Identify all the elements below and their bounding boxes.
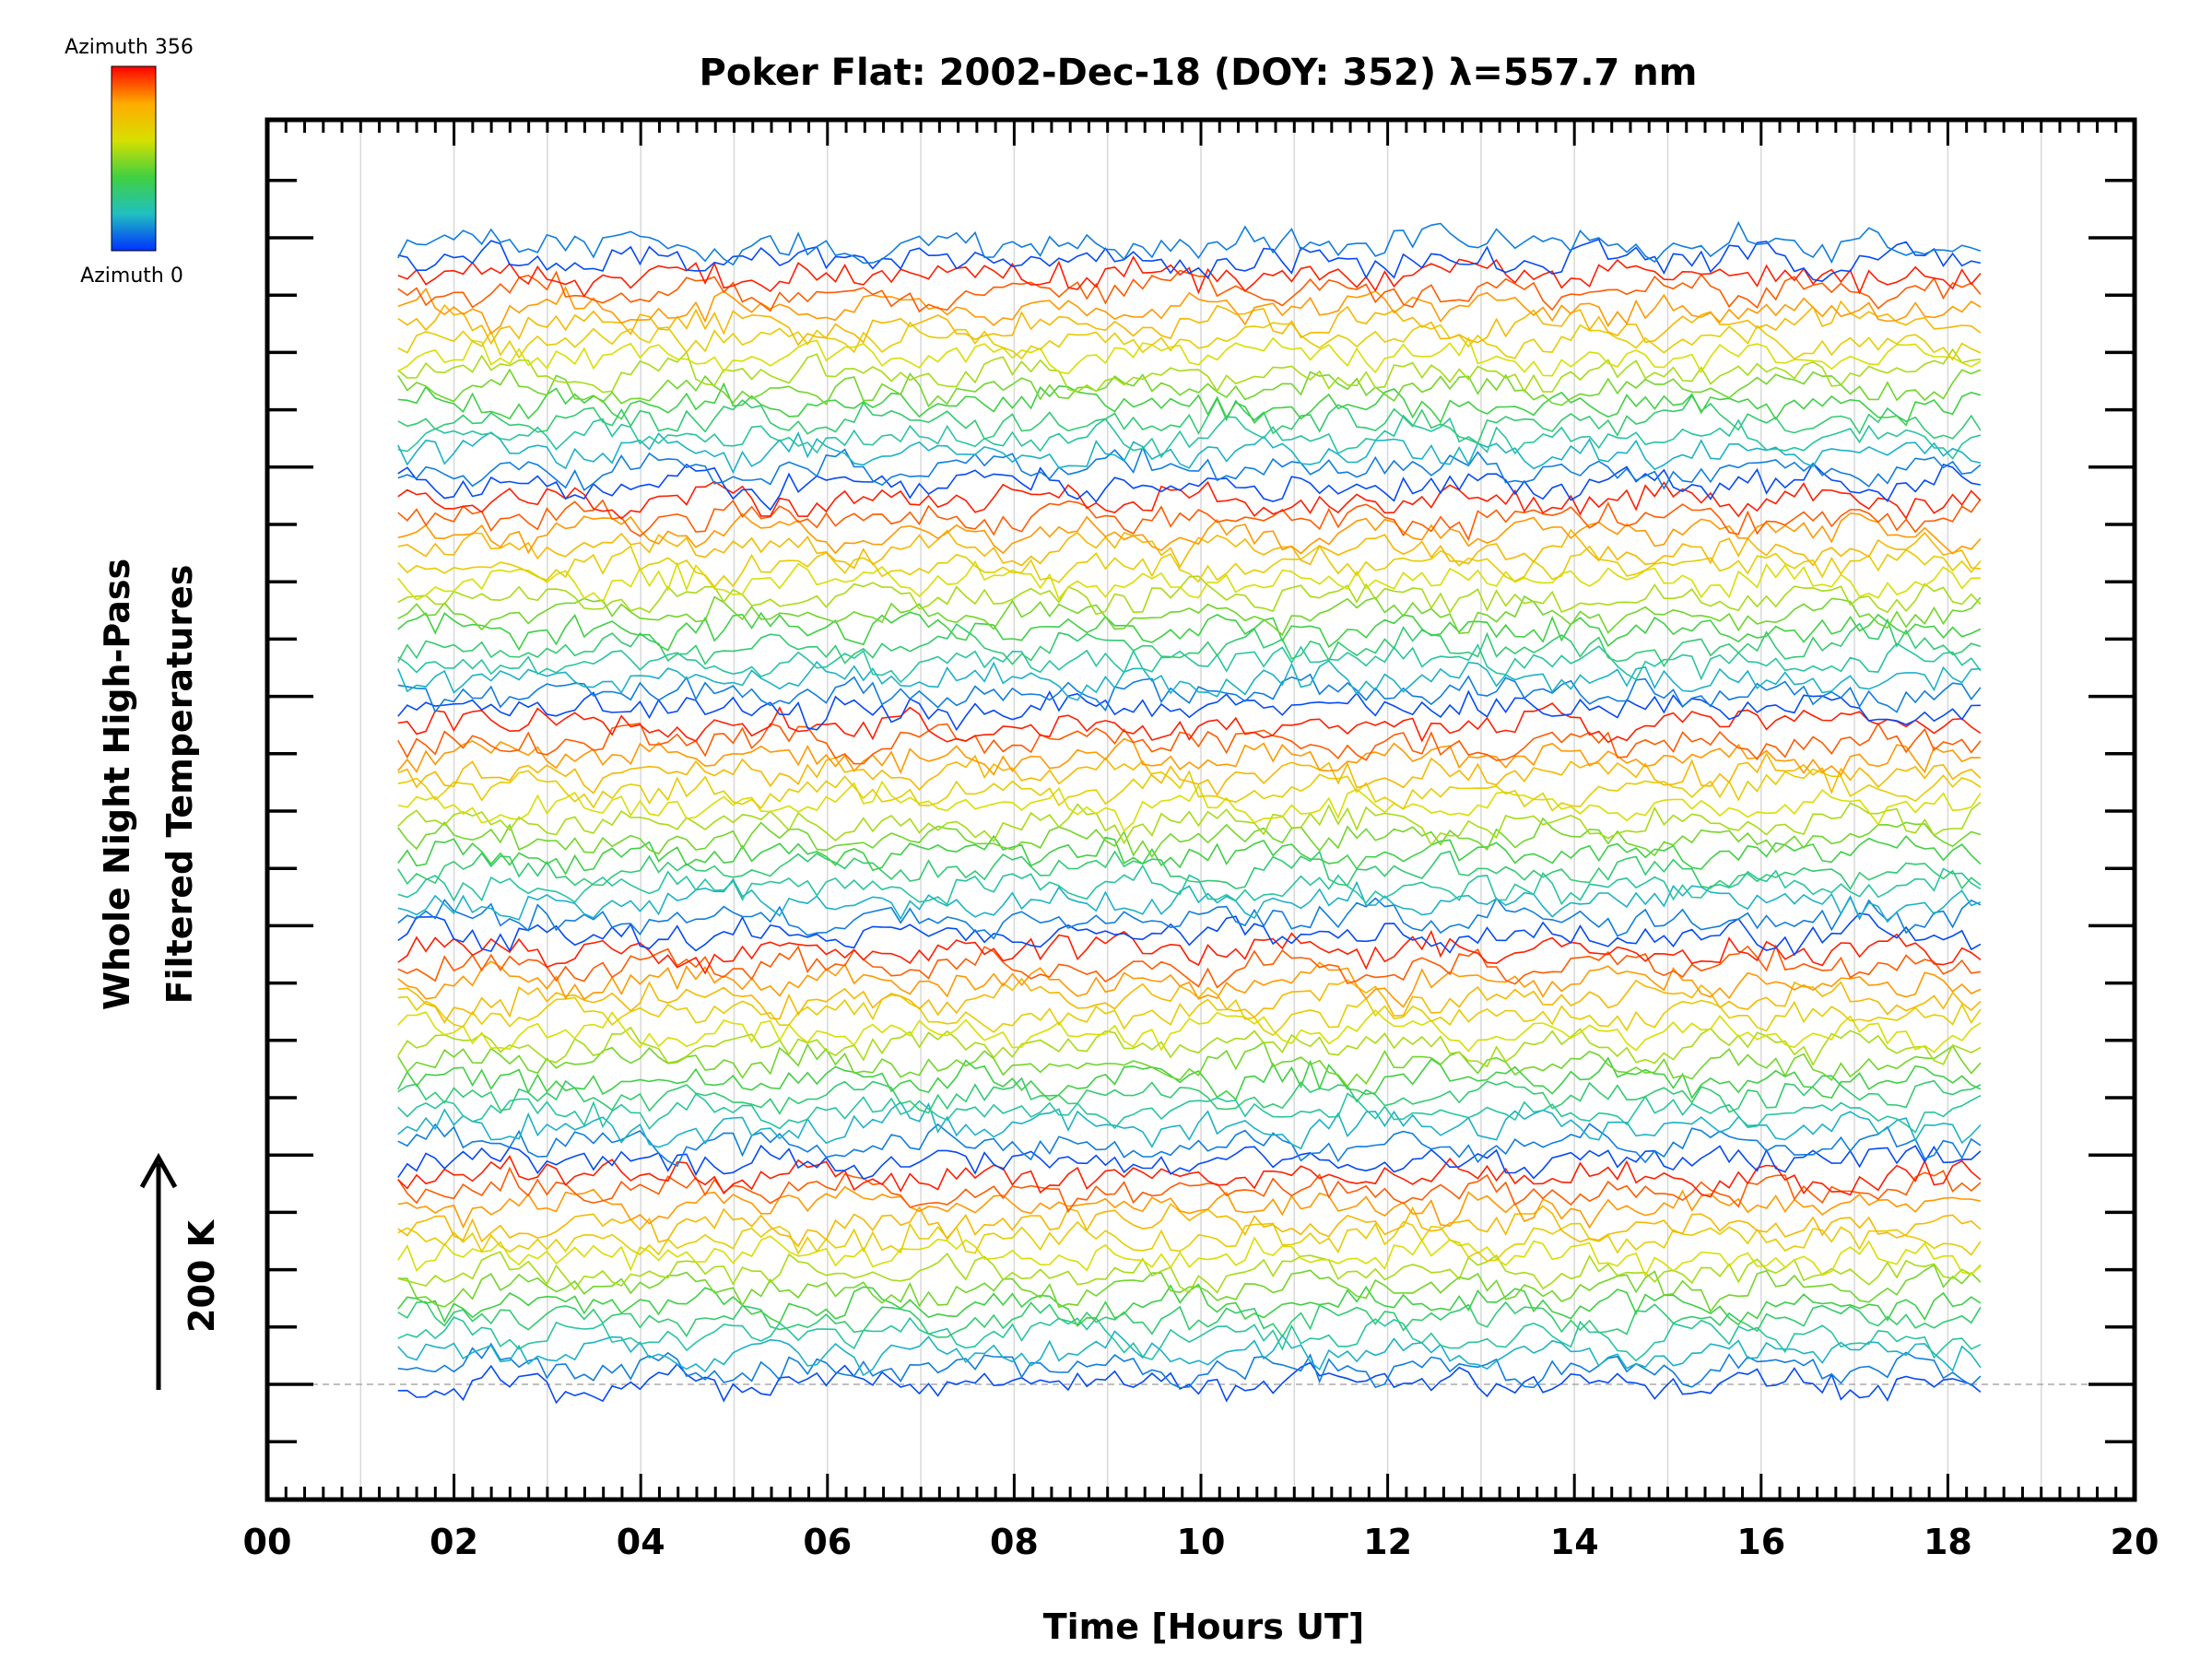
temperature-trace	[397, 368, 1982, 408]
temperature-trace	[397, 1155, 1982, 1198]
temperature-trace	[397, 659, 1981, 701]
plot-frame	[265, 117, 2137, 1502]
temperature-trace	[397, 689, 1981, 732]
colorbar-gradient	[111, 65, 157, 252]
temperature-trace	[397, 780, 1982, 832]
temperature-trace	[397, 850, 1982, 890]
temperature-trace	[397, 912, 1982, 957]
temperature-trace	[397, 1251, 1982, 1294]
temperature-trace	[397, 673, 1982, 713]
temperature-trace	[397, 864, 1982, 906]
temperature-trace	[397, 559, 1981, 604]
temperature-trace	[397, 1220, 1982, 1263]
temperature-trace	[397, 512, 1982, 555]
temperature-trace	[397, 960, 1982, 1008]
x-tick-label: 16	[1736, 1522, 1785, 1562]
y-axis-label-line2: Filtered Temperatures	[159, 565, 200, 1005]
x-tick-label: 20	[2111, 1522, 2159, 1562]
temperature-trace	[397, 1075, 1982, 1115]
temperature-trace	[397, 394, 1982, 444]
colorbar: Azimuth 356 Azimuth 0	[65, 36, 194, 288]
temperature-trace	[397, 1202, 1982, 1248]
temperature-trace	[397, 462, 1982, 512]
x-tick-label: 06	[803, 1522, 852, 1562]
temperature-trace	[397, 286, 1982, 335]
temperature-trace	[397, 1264, 1982, 1313]
x-tick-label: 18	[1924, 1522, 1972, 1562]
temperature-trace	[397, 336, 1982, 377]
temperature-trace	[397, 929, 1982, 975]
temperature-trace	[397, 300, 1982, 347]
temperature-trace	[397, 1166, 1982, 1214]
x-tick-label: 04	[617, 1522, 665, 1562]
temperature-trace	[397, 1026, 1982, 1068]
temperature-trace	[397, 382, 1982, 427]
temperature-trace	[397, 642, 1982, 684]
temperature-trace	[397, 445, 1982, 492]
temperature-trace	[397, 255, 1982, 299]
temperature-trace	[397, 431, 1982, 475]
temperature-trace	[397, 722, 1982, 765]
temperature-trace	[397, 702, 1982, 744]
temperature-trace	[397, 1185, 1982, 1230]
temperature-trace	[397, 238, 1982, 282]
temperature-trace	[397, 751, 1982, 797]
temperature-trace	[397, 528, 1981, 570]
temperature-trace	[397, 801, 1982, 847]
temperature-trace	[397, 499, 1982, 542]
temperature-trace	[397, 269, 1982, 313]
temperature-trace	[397, 1144, 1982, 1181]
temperature-trace	[397, 575, 1982, 616]
temperature-traces	[397, 220, 1982, 1405]
scale-arrow-icon	[139, 1152, 178, 1390]
chart-title: Poker Flat: 2002-Dec-18 (DOY: 352) λ=557…	[700, 52, 1698, 94]
temperature-trace	[397, 347, 1981, 394]
x-tick-label: 14	[1550, 1522, 1599, 1562]
temperature-trace	[397, 1041, 1982, 1088]
temperature-trace	[397, 895, 1982, 940]
temperature-trace	[397, 220, 1982, 266]
temperature-trace	[397, 944, 1982, 989]
temperature-trace	[397, 618, 1982, 668]
temperature-trace	[397, 817, 1982, 859]
temperature-trace	[397, 545, 1982, 589]
temperature-trace	[397, 993, 1982, 1037]
x-tick-label: 08	[990, 1522, 1039, 1562]
temperature-trace	[397, 1235, 1982, 1278]
temperature-trace	[397, 321, 1982, 361]
temperature-trace	[397, 414, 1982, 460]
temperature-trace	[397, 834, 1982, 876]
temperature-trace	[397, 594, 1982, 637]
temperature-trace	[397, 1123, 1982, 1168]
x-tick-label: 00	[243, 1522, 292, 1562]
temperature-trace	[397, 1008, 1982, 1053]
temperature-trace	[397, 1330, 1982, 1377]
x-tick-label: 02	[429, 1522, 478, 1562]
temperature-trace	[397, 768, 1982, 812]
temperature-trace	[397, 480, 1982, 520]
temperature-trace	[397, 877, 1982, 924]
temperature-trace	[397, 611, 1982, 652]
colorbar-bottom-label: Azimuth 0	[80, 265, 183, 288]
temperature-trace	[397, 1092, 1982, 1134]
y-axis-label-line1: Whole Night High-Pass	[97, 559, 137, 1010]
temperature-trace	[397, 737, 1981, 777]
x-tick-label: 12	[1363, 1522, 1412, 1562]
temperature-trace	[397, 1316, 1982, 1362]
temperature-trace	[397, 1056, 1982, 1101]
scale-label: 200 K	[182, 1218, 222, 1333]
temperature-trace	[397, 1342, 1982, 1389]
temperature-trace	[397, 1300, 1982, 1338]
x-tick-labels: 00 02 04 06 08 10 12 14 16 18 20	[243, 1522, 2159, 1562]
temperature-trace	[397, 1361, 1982, 1405]
x-axis-label: Time [Hours UT]	[1043, 1606, 1365, 1647]
temperature-trace	[397, 1100, 1982, 1150]
temperature-trace	[397, 977, 1982, 1024]
colorbar-top-label: Azimuth 356	[65, 36, 194, 59]
x-tick-label: 10	[1177, 1522, 1226, 1562]
